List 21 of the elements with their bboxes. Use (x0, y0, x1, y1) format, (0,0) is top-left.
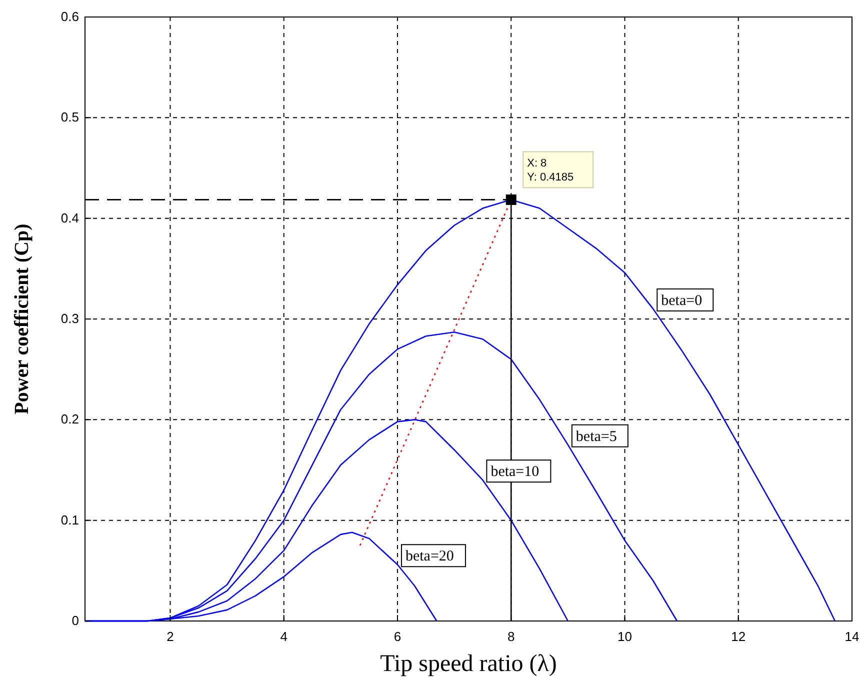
y-tick-label: 0.1 (60, 512, 79, 528)
annotation: X: 8 Y: 0.4185 (527, 158, 574, 184)
y-tick-label: 0.4 (60, 210, 79, 226)
series-label: beta=5 (576, 428, 617, 445)
x-tick-label: 12 (731, 629, 746, 644)
x-tick-label: 6 (394, 629, 402, 644)
series-label: beta=10 (490, 464, 540, 480)
x-tick-label: 4 (280, 629, 288, 644)
x-tick-label: 14 (844, 629, 860, 644)
x-tick-label: 2 (166, 629, 174, 644)
y-tick-label: 0.6 (60, 9, 79, 24)
series-label: beta=20 (405, 548, 454, 565)
series-label: beta=0 (661, 292, 702, 309)
y-tick-label: 0.5 (60, 110, 79, 125)
x-tick-label: 10 (618, 629, 632, 644)
x-tick-label: 8 (507, 629, 515, 644)
y-axis-title: Power coefficient (Cp) (11, 224, 33, 414)
y-tick-label: 0.2 (60, 412, 79, 427)
y-tick-label: 0.3 (60, 311, 79, 326)
x-axis-title: Tip speed ratio (λ) (380, 651, 557, 677)
y-tick-label: 0 (72, 613, 79, 628)
